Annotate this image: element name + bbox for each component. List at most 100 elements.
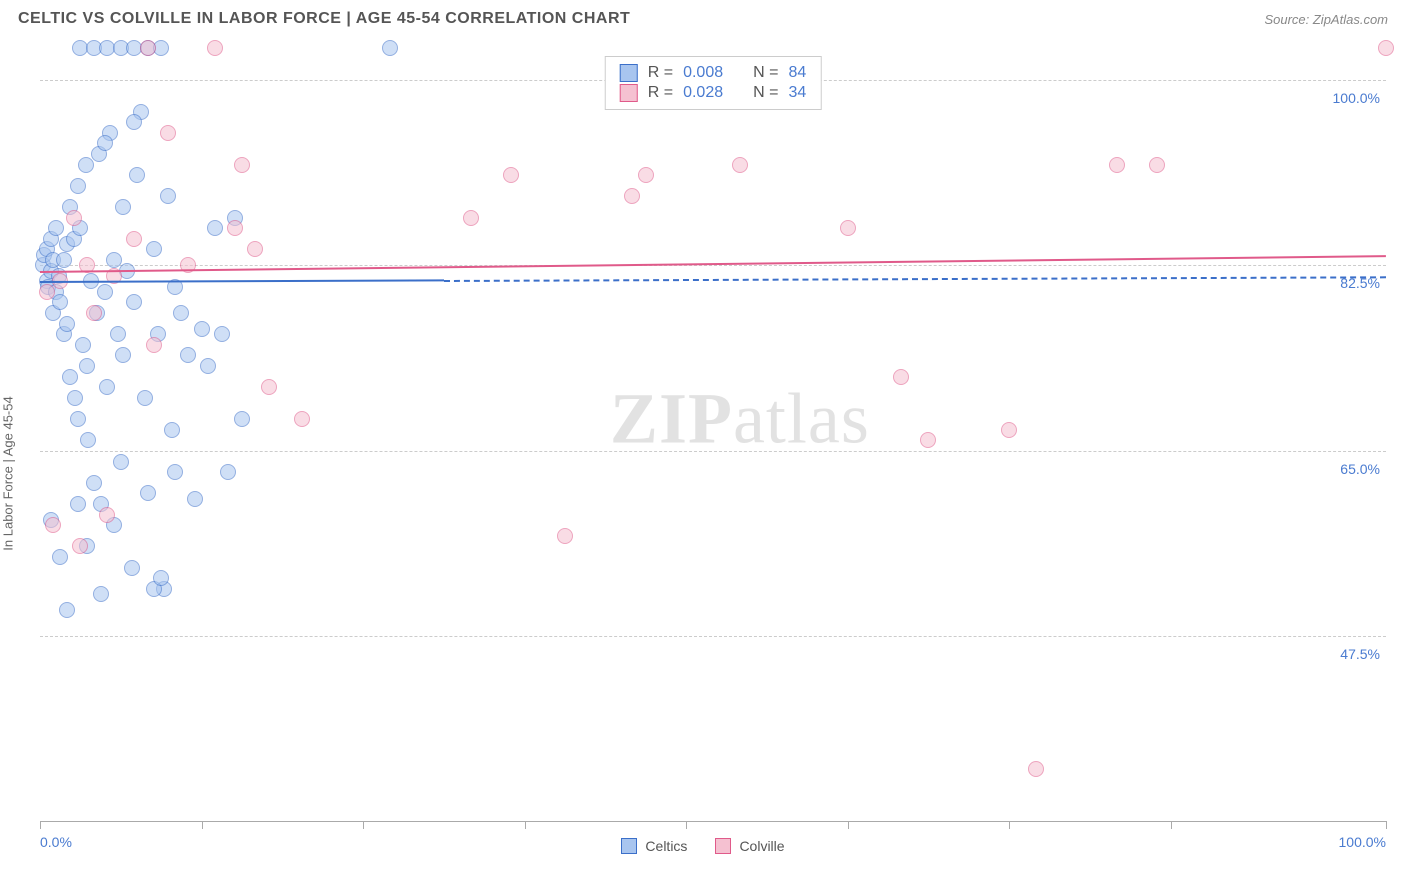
data-point [146, 337, 162, 353]
data-point [382, 40, 398, 56]
data-point [167, 464, 183, 480]
data-point [129, 167, 145, 183]
data-point [70, 496, 86, 512]
chart-source: Source: ZipAtlas.com [1264, 12, 1388, 27]
data-point [97, 284, 113, 300]
stat-n-label: N = [753, 84, 778, 102]
stat-r-label: R = [648, 64, 673, 82]
chart-container: In Labor Force | Age 45-54 100.0%82.5%65… [0, 40, 1406, 892]
data-point [75, 337, 91, 353]
trend-line [444, 276, 1386, 282]
data-point [110, 326, 126, 342]
data-point [146, 241, 162, 257]
data-point [86, 475, 102, 491]
data-point [1109, 157, 1125, 173]
legend-bottom: Celtics Colville [0, 838, 1406, 854]
data-point [45, 517, 61, 533]
data-point [93, 586, 109, 602]
data-point [70, 411, 86, 427]
stats-row: R =0.008N =84 [620, 63, 807, 83]
data-point [840, 220, 856, 236]
data-point [106, 252, 122, 268]
data-point [920, 432, 936, 448]
data-point [72, 538, 88, 554]
data-point [234, 157, 250, 173]
data-point [56, 252, 72, 268]
data-point [503, 167, 519, 183]
data-point [207, 40, 223, 56]
data-point [126, 114, 142, 130]
data-point [59, 602, 75, 618]
gridline [40, 451, 1386, 452]
data-point [187, 491, 203, 507]
data-point [214, 326, 230, 342]
data-point [126, 231, 142, 247]
data-point [234, 411, 250, 427]
data-point [126, 294, 142, 310]
plot-area: 100.0%82.5%65.0%47.5% ZIPatlas R =0.008N… [40, 48, 1386, 822]
stat-n-value: 84 [788, 64, 806, 82]
data-point [194, 321, 210, 337]
legend-label: Colville [739, 838, 784, 854]
stat-r-value: 0.028 [683, 84, 723, 102]
data-point [140, 40, 156, 56]
data-point [227, 220, 243, 236]
data-point [164, 422, 180, 438]
x-tick [202, 821, 203, 829]
data-point [115, 199, 131, 215]
x-tick [525, 821, 526, 829]
data-point [638, 167, 654, 183]
data-point [247, 241, 263, 257]
x-tick [1009, 821, 1010, 829]
data-point [153, 570, 169, 586]
data-point [207, 220, 223, 236]
plot-inner: 100.0%82.5%65.0%47.5% [40, 48, 1386, 821]
data-point [1378, 40, 1394, 56]
data-point [173, 305, 189, 321]
stat-r-value: 0.008 [683, 64, 723, 82]
x-tick [363, 821, 364, 829]
data-point [66, 210, 82, 226]
data-point [67, 390, 83, 406]
data-point [220, 464, 236, 480]
data-point [99, 379, 115, 395]
data-point [39, 284, 55, 300]
x-tick [1171, 821, 1172, 829]
data-point [294, 411, 310, 427]
data-point [124, 560, 140, 576]
data-point [893, 369, 909, 385]
gridline [40, 265, 1386, 266]
data-point [62, 369, 78, 385]
y-tick-label: 65.0% [1340, 461, 1380, 477]
y-axis-label: In Labor Force | Age 45-54 [1, 396, 16, 550]
x-tick [1386, 821, 1387, 829]
x-tick [686, 821, 687, 829]
data-point [99, 507, 115, 523]
legend-swatch [620, 64, 638, 82]
data-point [78, 157, 94, 173]
data-point [97, 135, 113, 151]
data-point [115, 347, 131, 363]
x-tick [40, 821, 41, 829]
legend-swatch [620, 84, 638, 102]
data-point [180, 347, 196, 363]
data-point [137, 390, 153, 406]
y-tick-label: 100.0% [1333, 90, 1380, 106]
legend-label: Celtics [645, 838, 687, 854]
data-point [261, 379, 277, 395]
data-point [86, 305, 102, 321]
data-point [140, 485, 156, 501]
stat-r-label: R = [648, 84, 673, 102]
stats-legend-box: R =0.008N =84R =0.028N =34 [605, 56, 822, 110]
data-point [1028, 761, 1044, 777]
x-tick [848, 821, 849, 829]
gridline [40, 636, 1386, 637]
legend-swatch [715, 838, 731, 854]
data-point [70, 178, 86, 194]
data-point [160, 125, 176, 141]
data-point [113, 454, 129, 470]
stats-row: R =0.028N =34 [620, 83, 807, 103]
data-point [557, 528, 573, 544]
y-tick-label: 47.5% [1340, 646, 1380, 662]
data-point [59, 316, 75, 332]
